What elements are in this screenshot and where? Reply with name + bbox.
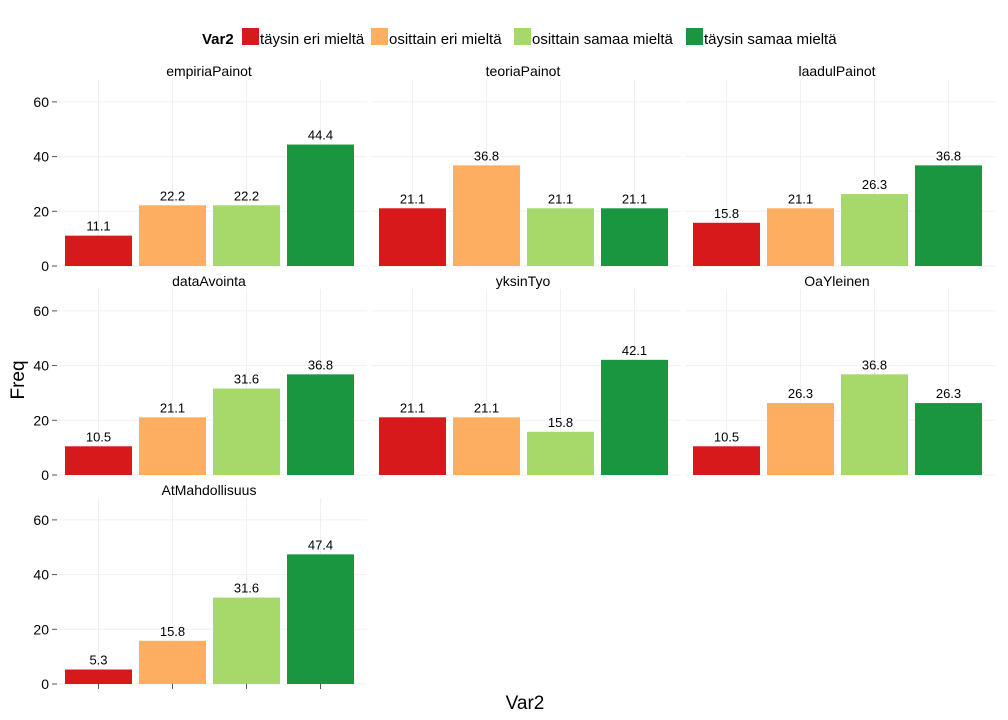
y-tick-label: 40 [33,567,49,583]
bar-OaYleinen-2 [841,374,908,475]
bar-laadulPainot-0 [693,222,760,266]
bar-label: 36.8 [862,357,887,372]
bar-OaYleinen-0 [693,446,760,475]
bar-label: 21.1 [622,191,647,206]
panel-dataAvointa: dataAvointa 0 20 40 60 10.5 21.1 31.6 36.8 [33,273,367,483]
legend-swatch [686,28,703,45]
bar-dataAvointa-0 [65,446,132,475]
y-tick-label: 20 [33,621,49,637]
bar-label: 22.2 [160,188,185,203]
panel-title: AtMahdollisuus [162,482,257,498]
panel-yksinTyo: yksinTyo 21.1 21.1 15.8 42.1 [371,273,681,476]
bar-label: 10.5 [86,429,111,444]
bar-laadulPainot-3 [915,165,982,266]
y-tick-label: 20 [33,203,49,219]
y-tick-label: 0 [41,467,49,483]
bar-label: 31.6 [234,581,259,596]
legend-label: osittain samaa mieltä [532,31,674,48]
bar-teoriaPainot-3 [601,208,668,266]
bar-label: 21.1 [474,400,499,415]
panel-title: empiriaPainot [166,63,252,79]
bar-label: 21.1 [548,191,573,206]
bar-label: 10.5 [714,429,739,444]
bar-laadulPainot-1 [767,208,834,266]
bar-AtMahdollisuus-1 [139,640,206,684]
bar-label: 36.8 [474,148,499,163]
bar-laadulPainot-2 [841,194,908,266]
panel-title: dataAvointa [172,273,246,289]
panel-title: OaYleinen [804,273,869,289]
bar-AtMahdollisuus-2 [213,597,280,684]
bar-label: 21.1 [788,191,813,206]
y-tick-label: 0 [41,258,49,274]
legend-label: täysin samaa mieltä [704,31,837,48]
bar-yksinTyo-0 [379,417,446,475]
bar-label: 15.8 [160,624,185,639]
bar-empiriaPainot-2 [213,205,280,266]
legend: Var2 täysin eri mieltä osittain eri mielt… [202,28,837,48]
panel-empiriaPainot: empiriaPainot 0 20 40 60 11.1 22.2 22.2 44.4 [33,63,367,274]
panel-title: laadulPainot [798,63,875,79]
bar-label: 42.1 [622,343,647,358]
bar-dataAvointa-1 [139,417,206,475]
bar-AtMahdollisuus-3 [287,554,354,684]
bar-empiriaPainot-0 [65,235,132,266]
y-tick-label: 20 [33,412,49,428]
legend-label: osittain eri mieltä [389,31,502,48]
panel-title: teoriaPainot [486,63,561,79]
bar-yksinTyo-1 [453,417,520,475]
y-tick-label: 60 [33,94,49,110]
bar-dataAvointa-3 [287,374,354,475]
panels: empiriaPainot 0 20 40 60 11.1 22.2 22.2 44.4 teor… [33,63,995,692]
bar-label: 47.4 [308,537,333,552]
y-tick-label: 0 [41,676,49,692]
bar-teoriaPainot-2 [527,208,594,266]
bar-label: 15.8 [548,415,573,430]
bar-label: 26.3 [862,177,887,192]
panel-OaYleinen: OaYleinen 10.5 26.3 36.8 26.3 [685,273,995,476]
y-tick-label: 60 [33,303,49,319]
y-tick-label: 40 [33,358,49,374]
bar-label: 26.3 [936,386,961,401]
bar-yksinTyo-2 [527,431,594,475]
bar-dataAvointa-2 [213,388,280,475]
y-tick-label: 40 [33,149,49,165]
bar-teoriaPainot-1 [453,165,520,266]
panel-title: yksinTyo [496,273,551,289]
bar-label: 15.8 [714,206,739,221]
bar-empiriaPainot-3 [287,144,354,266]
bar-yksinTyo-3 [601,359,668,475]
legend-title: Var2 [202,31,234,48]
bar-label: 5.3 [89,653,107,668]
bar-label: 44.4 [308,128,333,143]
legend-swatch [514,28,531,45]
panel-AtMahdollisuus: AtMahdollisuus 0 20 40 60 5.3 15.8 31.6 47.4 [33,482,367,692]
bar-label: 21.1 [160,400,185,415]
bar-label: 36.8 [936,148,961,163]
bar-label: 11.1 [86,219,110,234]
bar-empiriaPainot-1 [139,205,206,266]
legend-swatch [242,28,259,45]
bar-label: 22.2 [234,188,259,203]
bar-label: 36.8 [308,357,333,372]
legend-swatch [371,28,388,45]
legend-label: täysin eri mieltä [260,31,365,48]
bar-label: 26.3 [788,386,813,401]
x-axis-title: Var2 [506,693,545,714]
panel-laadulPainot: laadulPainot 15.8 21.1 26.3 36.8 [685,63,995,267]
panel-teoriaPainot: teoriaPainot 21.1 36.8 21.1 21.1 [371,63,681,267]
bar-OaYleinen-1 [767,403,834,475]
bar-teoriaPainot-0 [379,208,446,266]
y-tick-label: 60 [33,512,49,528]
bar-label: 21.1 [400,400,425,415]
bar-OaYleinen-3 [915,403,982,475]
y-axis-title: Freq [8,360,29,399]
bar-label: 31.6 [234,372,259,387]
bar-label: 21.1 [400,191,425,206]
bar-AtMahdollisuus-0 [65,669,132,684]
